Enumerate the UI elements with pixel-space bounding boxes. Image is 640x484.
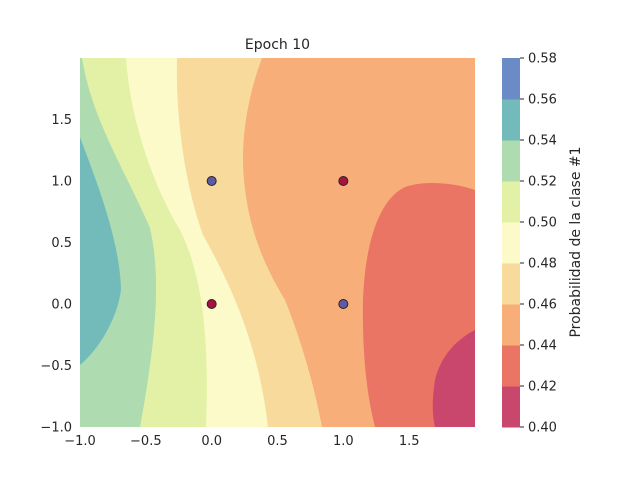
plot-area	[80, 58, 475, 427]
x-tick-label: 1.5	[399, 434, 420, 449]
x-tick-label: 0.5	[267, 434, 288, 449]
colorbar-segment	[502, 263, 520, 305]
y-tick-label: −1.0	[40, 421, 72, 436]
colorbar-tick-label: 0.58	[528, 52, 557, 67]
colorbar-segment	[502, 99, 520, 141]
colorbar-segment	[502, 345, 520, 387]
colorbar-tick-label: 0.48	[528, 257, 557, 272]
x-axis-ticks: −1.0 −0.5 0.0 0.5 1.0 1.5	[64, 434, 419, 449]
x-tick-label: 1.0	[333, 434, 354, 449]
colorbar-segment	[502, 386, 520, 428]
x-tick-label: −0.5	[130, 434, 162, 449]
colorbar-segment	[502, 222, 520, 264]
data-point	[338, 176, 349, 186]
y-tick-label: −0.5	[40, 359, 72, 374]
colorbar-label: Probabilidad de la clase #1	[568, 146, 584, 337]
y-tick-label: 0.5	[51, 236, 72, 251]
colorbar-tick-label: 0.52	[528, 175, 557, 190]
colorbar	[502, 58, 520, 428]
x-tick-label: 0.0	[201, 434, 222, 449]
colorbar-segment	[502, 140, 520, 182]
data-points	[206, 176, 349, 309]
colorbar-tick-label: 0.40	[528, 421, 557, 436]
y-axis-ticks: −1.0 −0.5 0.0 0.5 1.0 1.5	[40, 113, 72, 436]
data-point	[206, 299, 217, 309]
colorbar-tick-label: 0.50	[528, 216, 557, 231]
y-tick-label: 1.0	[51, 175, 72, 190]
y-tick-label: 0.0	[51, 298, 72, 313]
y-tick-label: 1.5	[51, 113, 72, 128]
colorbar-tick-label: 0.56	[528, 93, 557, 108]
x-tick-label: −1.0	[64, 434, 96, 449]
colorbar-segment	[502, 58, 520, 100]
colorbar-tick-label: 0.42	[528, 380, 557, 395]
colorbar-segment	[502, 181, 520, 223]
data-point	[206, 176, 217, 186]
chart-title: Epoch 10	[245, 37, 310, 53]
colorbar-ticks: 0.40 0.42 0.44 0.46 0.48 0.50 0.52 0.54 0.56 0.58	[520, 52, 557, 436]
region-0.54-0.56	[80, 137, 121, 365]
colorbar-tick-label: 0.54	[528, 134, 557, 149]
data-point	[338, 299, 349, 309]
colorbar-tick-label: 0.46	[528, 298, 557, 313]
region-0.40-0.42	[432, 330, 475, 427]
colorbar-tick-label: 0.44	[528, 339, 557, 354]
colorbar-segment	[502, 304, 520, 346]
